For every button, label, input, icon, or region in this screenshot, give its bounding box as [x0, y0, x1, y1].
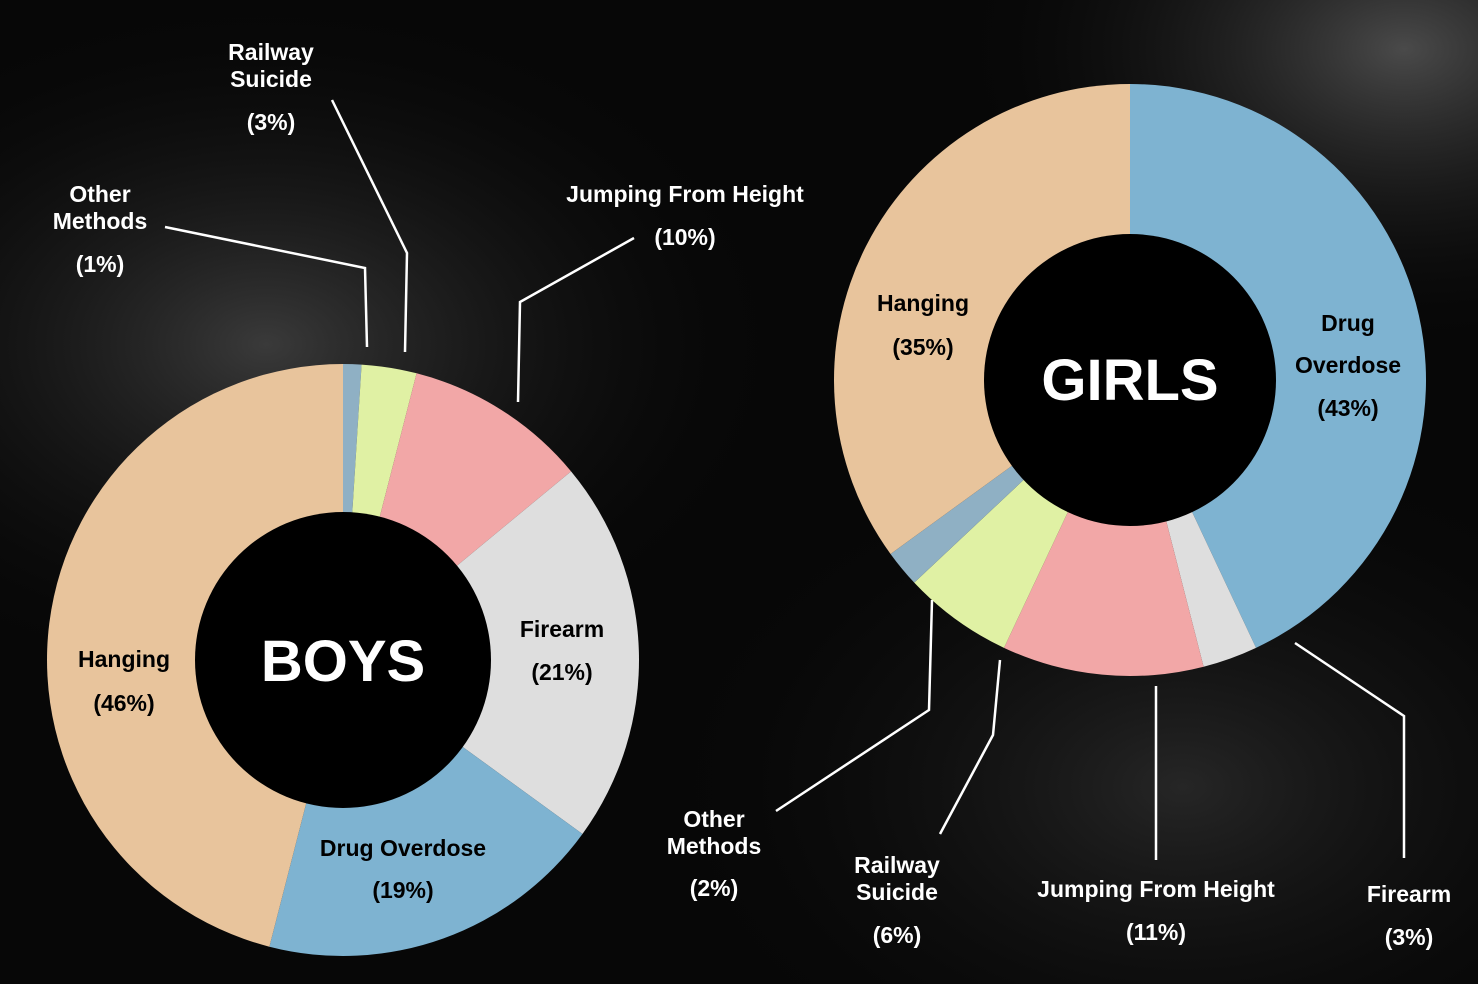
- girls-label-firearm: Firearm: [1367, 881, 1451, 907]
- boys-leader-other-methods: [164, 225, 369, 348]
- girls-chart-title: GIRLS: [1041, 348, 1218, 413]
- boys-donut-chart: BOYS Hanging (46%) Firearm (21%) Drug Ov…: [47, 39, 804, 956]
- girls-value-hanging: (35%): [892, 334, 953, 360]
- boys-slice-firearm: [343, 471, 639, 834]
- boys-label-firearm: Firearm: [520, 616, 604, 642]
- girls-value-other-methods: (2%): [690, 875, 739, 901]
- boys-label-other-methods-2: Methods: [53, 208, 148, 234]
- girls-donut-chart: GIRLS Hanging (35%) Drug Overdose (43%) …: [667, 84, 1451, 950]
- girls-value-jumping: (11%): [1126, 919, 1186, 945]
- boys-value-firearm: (21%): [531, 659, 592, 685]
- boys-label-hanging: Hanging: [78, 646, 170, 672]
- boys-donut-hole: [195, 512, 491, 808]
- boys-label-other-methods-1: Other: [69, 181, 130, 207]
- girls-leader-railway-suicide: [938, 659, 1002, 835]
- girls-leader-firearm: [1294, 641, 1406, 858]
- girls-slice-hanging: [834, 84, 1130, 554]
- boys-leader-railway-suicide: [330, 99, 409, 353]
- girls-donut-hole: [984, 234, 1276, 526]
- boys-chart-title: BOYS: [261, 629, 425, 694]
- girls-label-drug-overdose-1: Drug: [1321, 310, 1375, 336]
- girls-label-other-methods-1: Other: [683, 806, 744, 832]
- boys-value-jumping: (10%): [654, 224, 715, 250]
- girls-value-railway-suicide: (6%): [873, 922, 922, 948]
- boys-label-drug-overdose: Drug Overdose: [320, 835, 486, 861]
- boys-label-railway-suicide-2: Suicide: [230, 66, 312, 92]
- girls-slice-drug-overdose: [1130, 84, 1427, 648]
- boys-label-railway-suicide-1: Railway: [228, 39, 314, 65]
- girls-leader-other-methods: [775, 599, 934, 813]
- girls-label-hanging: Hanging: [877, 290, 969, 316]
- boys-value-drug-overdose: (19%): [372, 877, 433, 903]
- girls-slice-jumping-from-height: [1003, 380, 1204, 676]
- boys-leader-jumping: [516, 236, 635, 403]
- boys-slice-hanging: [47, 364, 343, 947]
- girls-label-railway-suicide-1: Railway: [854, 852, 940, 878]
- girls-label-drug-overdose-2: Overdose: [1295, 352, 1401, 378]
- boys-label-jumping: Jumping From Height: [566, 181, 804, 207]
- boys-value-railway-suicide: (3%): [247, 109, 296, 135]
- girls-label-jumping: Jumping From Height: [1037, 876, 1275, 902]
- girls-label-railway-suicide-2: Suicide: [856, 879, 938, 905]
- boys-value-hanging: (46%): [93, 690, 154, 716]
- boys-value-other-methods: (1%): [76, 251, 125, 277]
- girls-value-firearm: (3%): [1385, 924, 1434, 950]
- girls-value-drug-overdose: (43%): [1317, 395, 1378, 421]
- girls-label-other-methods-2: Methods: [667, 833, 762, 859]
